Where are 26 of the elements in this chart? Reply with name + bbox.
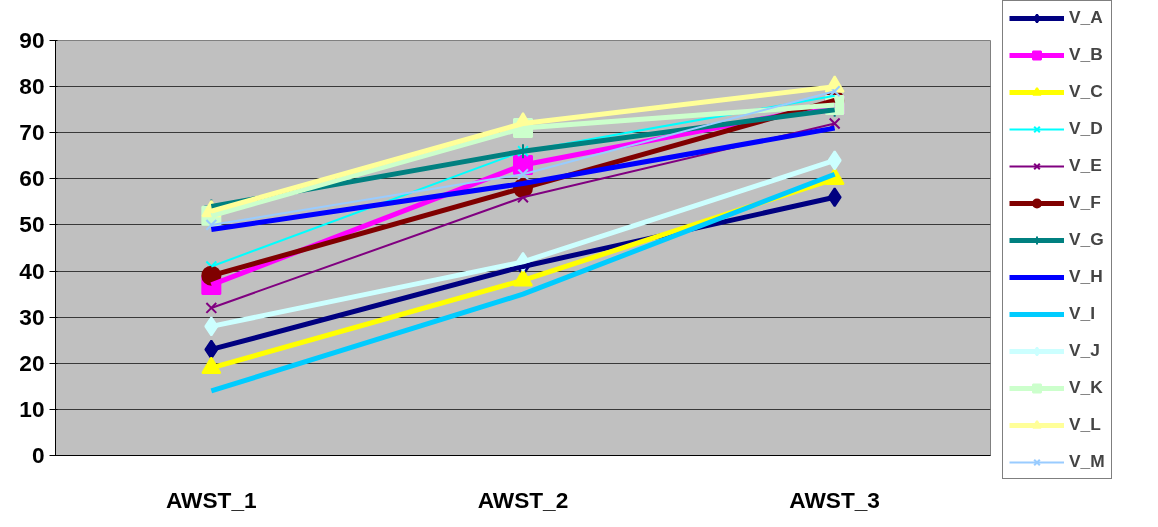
- legend-label: V_A: [1069, 7, 1103, 28]
- x-tick-label: AWST_2: [477, 486, 569, 513]
- legend-label: V_D: [1069, 118, 1103, 139]
- y-tick-label: 0: [31, 442, 45, 468]
- y-tick-label: 80: [19, 73, 45, 100]
- legend-label: V_M: [1069, 451, 1105, 472]
- x-tick-label: AWST_1: [166, 486, 257, 513]
- legend-label: V_H: [1069, 266, 1103, 287]
- y-tick-label: 70: [19, 119, 45, 146]
- x-tick-label: AWST_3: [789, 486, 880, 513]
- y-tick-label: 50: [19, 211, 45, 238]
- legend-label: V_E: [1069, 155, 1102, 176]
- legend-label: V_L: [1069, 414, 1101, 435]
- y-tick-label: 90: [19, 27, 45, 53]
- y-tick-label: 60: [19, 165, 45, 192]
- legend-label: V_B: [1069, 44, 1103, 65]
- legend-label: V_C: [1069, 81, 1103, 102]
- y-tick-label: 20: [19, 349, 45, 376]
- legend-label: V_I: [1069, 303, 1096, 324]
- y-tick-label: 30: [19, 303, 45, 330]
- legend-label: V_J: [1069, 340, 1100, 361]
- y-tick-label: 40: [19, 257, 45, 284]
- legend-label: V_G: [1069, 229, 1104, 250]
- legend-label: V_K: [1069, 377, 1103, 398]
- y-tick-label: 10: [19, 395, 45, 422]
- legend-label: V_F: [1069, 192, 1101, 213]
